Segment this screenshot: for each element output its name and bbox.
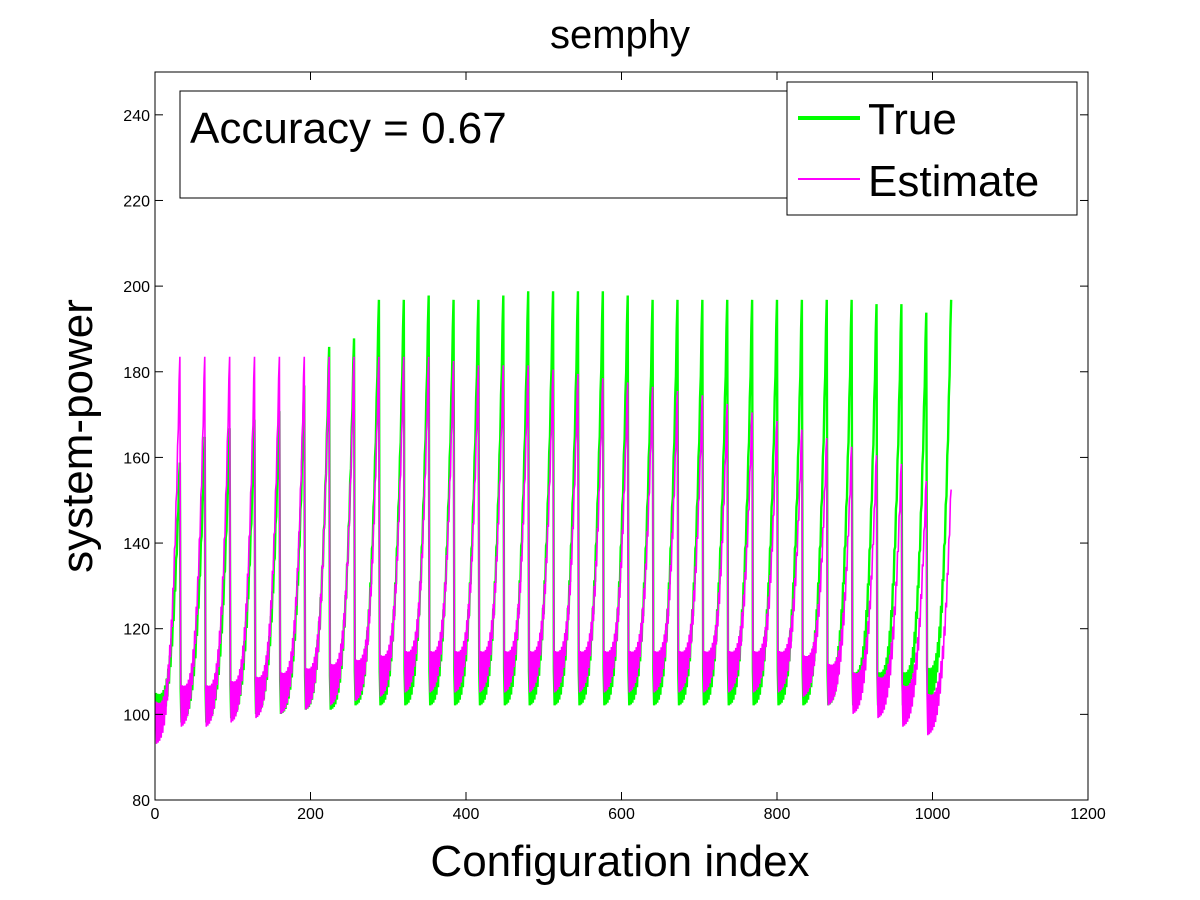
legend-label-true: True — [868, 95, 957, 144]
y-tick-label: 140 — [123, 536, 150, 553]
y-tick-label: 240 — [123, 108, 150, 125]
annotation-box — [179, 90, 792, 199]
x-tick-label: 0 — [151, 806, 160, 823]
y-tick-label: 220 — [123, 193, 150, 210]
series-line-estimate — [154, 356, 952, 744]
x-tick-label: 1000 — [915, 806, 951, 823]
x-tick-label: 200 — [297, 806, 324, 823]
y-axis: 80 100 120 140 160 180 200 220 240 — [123, 108, 1088, 810]
legend-box — [786, 81, 1078, 216]
y-tick-label: 160 — [123, 450, 150, 467]
plot-series — [154, 291, 953, 744]
x-axis-label: Configuration index — [430, 837, 809, 886]
chart-title: semphy — [550, 13, 690, 57]
x-axis: 0 200 400 600 800 1000 1200 — [151, 72, 1106, 823]
legend: True Estimate — [786, 81, 1078, 216]
y-tick-label: 80 — [132, 793, 150, 810]
accuracy-annotation: Accuracy = 0.67 — [190, 104, 507, 153]
x-tick-label: 800 — [764, 806, 791, 823]
y-tick-label: 120 — [123, 622, 150, 639]
legend-label-estimate: Estimate — [868, 157, 1039, 206]
y-axis-label: system-power — [53, 299, 102, 573]
y-tick-label: 100 — [123, 707, 150, 724]
y-tick-label: 180 — [123, 365, 150, 382]
y-tick-label: 200 — [123, 279, 150, 296]
x-tick-label: 400 — [453, 806, 480, 823]
x-tick-label: 600 — [608, 806, 635, 823]
x-tick-label: 1200 — [1070, 806, 1106, 823]
